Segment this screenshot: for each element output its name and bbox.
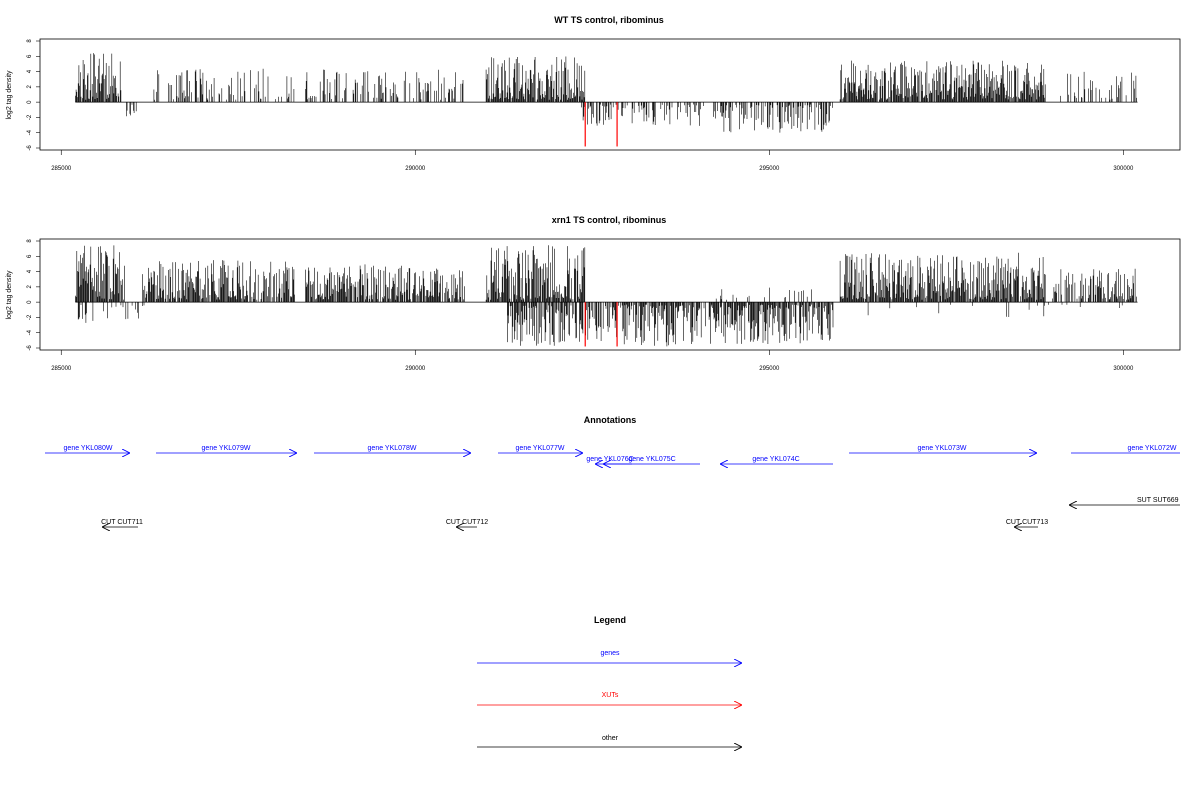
- x-tick-label: 300000: [1113, 366, 1134, 372]
- feature-label: SUT SUT669: [1137, 497, 1179, 504]
- y-tick-label: -4: [27, 129, 33, 135]
- x-tick-label: 290000: [405, 166, 426, 172]
- feature-sut669: SUT SUT669: [1069, 497, 1180, 505]
- y-tick-label: 6: [27, 254, 33, 258]
- feature-gene-ykl076c: gene YKL076C: [586, 456, 634, 464]
- feature-gene-ykl078w: gene YKL078W: [314, 445, 471, 453]
- plot-frame: [39, 238, 1181, 351]
- chart-xrn1: xrn1 TS control, ribominus log2 tag dens…: [6, 215, 1181, 372]
- x-tick-label: 285000: [51, 166, 72, 172]
- bar-series: [75, 245, 1138, 347]
- legend-item-xuts: XUTs: [477, 692, 742, 705]
- x-tick-label: 295000: [759, 166, 780, 172]
- feature-label: gene YKL078W: [368, 445, 417, 452]
- chart-wt: WT TS control, ribominus log2 tag densit…: [6, 15, 1181, 172]
- feature-gene-ykl073w: gene YKL073W: [849, 445, 1037, 453]
- feature-gene-ykl077w: gene YKL077W: [498, 445, 583, 453]
- y-tick-label: 0: [27, 300, 33, 304]
- feature-label: gene YKL076C: [586, 456, 633, 463]
- feature-label: gene YKL073W: [918, 445, 967, 452]
- feature-label: CUT CUT712: [446, 519, 488, 526]
- y-tick-label: 8: [27, 239, 33, 243]
- y-tick-label: -2: [27, 114, 33, 120]
- x-axis: 285000 290000 295000 300000: [51, 150, 1134, 172]
- y-axis-label: log2 tag density: [6, 70, 13, 120]
- legend-label: other: [602, 735, 619, 742]
- x-tick-label: 300000: [1113, 166, 1134, 172]
- y-tick-label: 8: [27, 39, 33, 43]
- x-tick-label: 290000: [405, 366, 426, 372]
- y-tick-label: 2: [27, 285, 33, 289]
- feature-gene-ykl080w: gene YKL080W: [45, 445, 130, 453]
- y-tick-label: 4: [27, 269, 33, 273]
- feature-cut711: CUT CUT711: [101, 519, 143, 527]
- legend-label: XUTs: [602, 692, 619, 699]
- feature-label: gene YKL074C: [752, 456, 799, 463]
- feature-cut712: CUT CUT712: [446, 519, 488, 527]
- feature-gene-ykl074c: gene YKL074C: [720, 456, 833, 464]
- feature-label: CUT CUT711: [101, 519, 143, 526]
- legend-label: genes: [600, 650, 620, 657]
- feature-label: gene YKL077W: [516, 445, 565, 452]
- y-tick-label: 0: [27, 100, 33, 104]
- x-axis: 285000 290000 295000 300000: [51, 350, 1134, 372]
- x-tick-label: 295000: [759, 366, 780, 372]
- y-axis: log2 tag density -6 -4 -2 0 2 4 6 8: [6, 239, 40, 351]
- feature-label: CUT CUT713: [1006, 519, 1048, 526]
- legend-title: Legend: [594, 615, 626, 625]
- y-axis-label: log2 tag density: [6, 270, 13, 320]
- y-tick-label: 2: [27, 85, 33, 89]
- plot-frame: [39, 38, 1181, 151]
- bar-series: [75, 53, 1138, 147]
- y-tick-label: -6: [27, 145, 33, 151]
- y-tick-label: -4: [27, 329, 33, 335]
- legend-item-genes: genes: [477, 650, 742, 663]
- legend: Legend genes XUTs other: [477, 615, 742, 747]
- feature-gene-ykl072w: gene YKL072W: [1071, 445, 1180, 454]
- annotations-title: Annotations: [584, 415, 637, 425]
- y-tick-label: 6: [27, 54, 33, 58]
- feature-gene-ykl075c: gene YKL075C: [603, 456, 700, 464]
- feature-cut713: CUT CUT713: [1006, 519, 1048, 527]
- feature-label: gene YKL075C: [628, 456, 675, 463]
- y-tick-label: 4: [27, 69, 33, 73]
- chart-title: WT TS control, ribominus: [554, 15, 664, 25]
- chart-title: xrn1 TS control, ribominus: [552, 215, 667, 225]
- feature-label: gene YKL079W: [202, 445, 251, 452]
- feature-gene-ykl079w: gene YKL079W: [156, 445, 297, 453]
- x-tick-label: 285000: [51, 366, 72, 372]
- feature-label: gene YKL080W: [64, 445, 113, 452]
- annotations-panel: Annotations gene YKL080W gene YKL079W ge…: [45, 415, 1180, 527]
- y-tick-label: -2: [27, 314, 33, 320]
- y-axis: log2 tag density -6 -4 -2 0 2 4 6 8: [6, 39, 40, 151]
- y-tick-label: -6: [27, 345, 33, 351]
- legend-item-other: other: [477, 735, 742, 747]
- feature-label: gene YKL072W: [1128, 445, 1177, 452]
